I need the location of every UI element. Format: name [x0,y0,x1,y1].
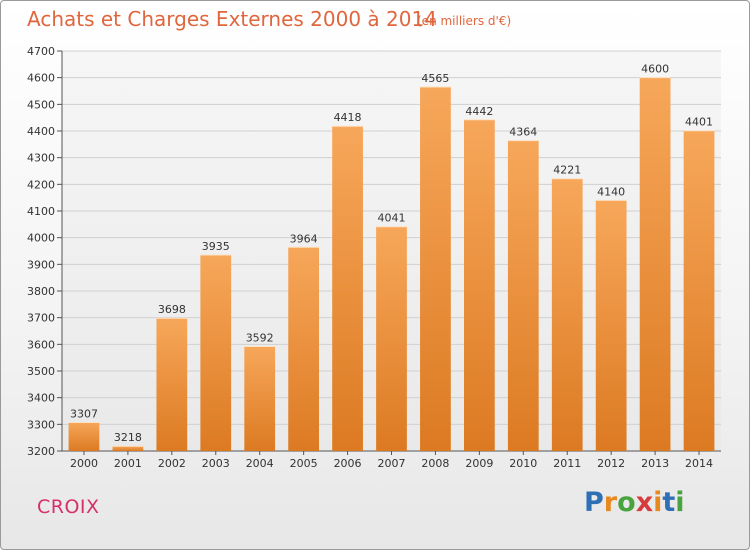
bar [156,318,188,451]
data-label: 3218 [114,431,142,444]
x-tick-label: 2007 [378,457,406,470]
data-label: 4600 [641,63,669,76]
x-tick-label: 2004 [246,457,274,470]
logo-letter: i [675,487,685,518]
y-tick-label: 3400 [27,392,55,405]
bar [420,87,451,451]
bar [376,226,407,451]
bar [112,446,144,451]
x-tick-label: 2014 [685,457,713,470]
logo-letter: P [584,487,604,518]
bar [639,77,671,452]
chart-title: Achats et Charges Externes 2000 à 2014 [27,7,437,31]
x-tick-label: 2003 [202,457,230,470]
chart-subtitle: (en milliers d'€) [417,14,512,28]
y-tick-label: 3200 [27,445,55,458]
y-tick-label: 4000 [27,232,55,245]
x-tick-label: 2000 [70,457,98,470]
logo-letter: r [603,487,618,518]
x-tick-label: 2010 [509,457,537,470]
data-label: 3307 [70,407,98,420]
y-tick-label: 4300 [27,152,55,165]
bar [507,140,539,451]
data-label: 4442 [465,105,493,118]
place-name: CROIX [37,496,100,518]
logo-letter: o [617,487,636,518]
x-tick-label: 2001 [114,457,142,470]
y-tick-label: 3300 [27,418,55,431]
x-tick-label: 2013 [641,457,669,470]
bar [244,346,276,451]
logo-letter: x [635,487,654,518]
bar [68,422,100,451]
y-tick-label: 3800 [27,285,55,298]
y-tick-label: 3600 [27,338,55,351]
y-tick-label: 3900 [27,258,55,271]
x-tick-label: 2008 [421,457,449,470]
y-tick-label: 3700 [27,312,55,325]
data-label: 4565 [421,72,449,85]
bar [551,178,583,451]
x-tick-label: 2006 [334,457,362,470]
data-label: 4418 [334,111,362,124]
bar [463,119,495,452]
logo-letter: i [653,487,663,518]
data-label: 3592 [246,331,274,344]
data-label: 4401 [685,116,713,129]
y-tick-label: 4700 [27,45,55,58]
y-tick-label: 4100 [27,205,55,218]
logo-letter: t [662,487,676,518]
x-tick-label: 2011 [553,457,581,470]
data-label: 3698 [158,303,186,316]
data-label: 3964 [290,232,318,245]
data-label: 4221 [553,164,581,177]
bar [683,130,715,451]
x-tick-label: 2012 [597,457,625,470]
x-tick-label: 2009 [465,457,493,470]
bar [200,255,232,451]
bar [332,126,363,451]
bar [595,200,627,451]
y-tick-label: 4400 [27,125,55,138]
y-tick-label: 4600 [27,72,55,85]
data-label: 4041 [378,212,406,225]
data-label: 4364 [509,126,537,139]
y-tick-label: 3500 [27,365,55,378]
bar [288,247,320,451]
y-tick-label: 4500 [27,98,55,111]
y-tick-label: 4200 [27,178,55,191]
data-label: 4140 [597,185,625,198]
proxiti-logo: Proxiti [584,487,685,518]
data-label: 3935 [202,240,230,253]
x-tick-label: 2005 [290,457,318,470]
x-tick-label: 2002 [158,457,186,470]
